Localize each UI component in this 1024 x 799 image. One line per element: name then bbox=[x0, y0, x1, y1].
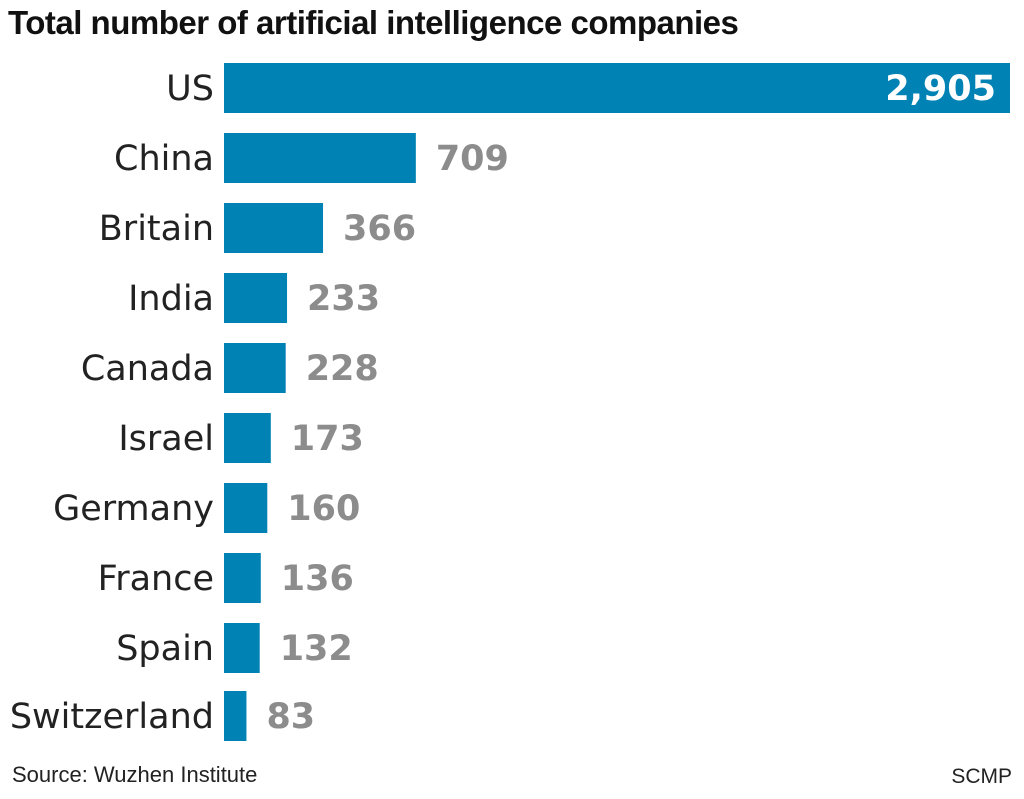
chart-title: Total number of artificial intelligence … bbox=[8, 4, 739, 41]
bar-spain bbox=[224, 623, 260, 673]
value-label: 132 bbox=[280, 629, 353, 669]
category-label: Germany bbox=[53, 489, 214, 529]
category-label: Britain bbox=[99, 209, 214, 249]
source-note: Source: Wuzhen Institute bbox=[12, 762, 258, 787]
value-label: 233 bbox=[307, 279, 380, 319]
bar-france bbox=[224, 553, 261, 603]
category-label: Canada bbox=[81, 349, 214, 389]
category-label: Switzerland bbox=[10, 697, 214, 737]
value-label: 136 bbox=[281, 559, 354, 599]
value-label: 83 bbox=[266, 697, 315, 737]
category-label: US bbox=[166, 69, 214, 109]
bar-us bbox=[224, 63, 1010, 113]
category-label: France bbox=[98, 559, 214, 599]
bar-israel bbox=[224, 413, 271, 463]
value-label: 366 bbox=[343, 209, 416, 249]
bar-india bbox=[224, 273, 288, 323]
category-label: Spain bbox=[116, 629, 214, 669]
bar-chart: US 2,905 China 709 Britain 366 India 233 Canada 2… bbox=[10, 63, 1010, 741]
bar-germany bbox=[224, 483, 268, 533]
credit: SCMP bbox=[951, 765, 1012, 788]
value-label: 709 bbox=[436, 139, 509, 179]
bar-canada bbox=[224, 343, 286, 393]
category-label: China bbox=[114, 139, 214, 179]
value-label: 173 bbox=[291, 419, 364, 459]
value-label: 2,905 bbox=[885, 69, 996, 109]
bar-switzerland bbox=[224, 691, 247, 741]
value-label: 228 bbox=[306, 349, 379, 389]
category-label: Israel bbox=[118, 419, 214, 459]
bar-china bbox=[224, 133, 416, 183]
category-label: India bbox=[128, 279, 214, 319]
bar-britain bbox=[224, 203, 324, 253]
value-label: 160 bbox=[287, 489, 360, 529]
